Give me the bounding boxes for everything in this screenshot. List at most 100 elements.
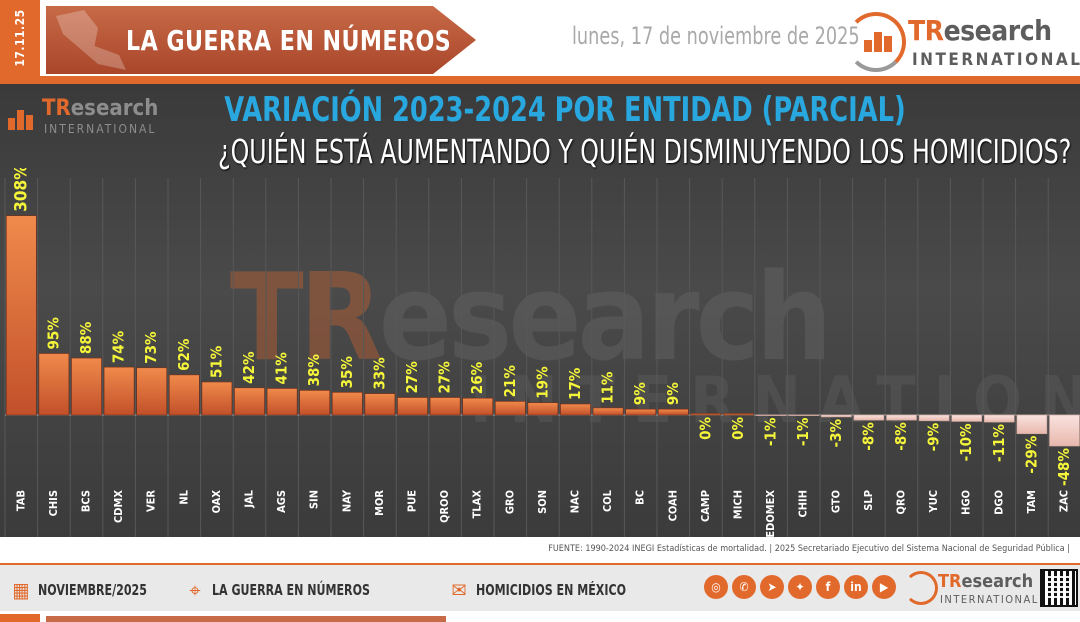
bar-nac xyxy=(560,403,591,416)
value-label: -8% xyxy=(859,422,877,451)
twitter-icon[interactable]: ✦ xyxy=(788,575,812,599)
bar-chis xyxy=(38,353,70,416)
category-label: SON xyxy=(536,490,549,514)
brand-subtitle: INTERNATIONAL xyxy=(912,50,1080,70)
category-label: AGS xyxy=(275,490,288,513)
source-bar: FUENTE: 1990-2024 INEGI Estadísticas de … xyxy=(0,537,1080,563)
bar-qroo xyxy=(429,397,461,416)
bar-tlax xyxy=(462,397,494,416)
category-label: PUE xyxy=(406,490,419,512)
bar-bcs xyxy=(71,357,102,416)
category-label: QRO xyxy=(895,490,908,514)
brand-subtitle: INTERNATIONAL xyxy=(44,122,157,136)
bar-son xyxy=(527,402,559,416)
bar-jal xyxy=(234,387,265,416)
value-label: 35% xyxy=(338,356,356,389)
value-label: 21% xyxy=(501,365,519,398)
category-label: DGO xyxy=(992,490,1005,515)
value-label: 27% xyxy=(436,361,454,394)
category-label: NL xyxy=(177,489,190,504)
mexico-map-icon xyxy=(56,10,126,70)
category-label: BCS xyxy=(80,490,93,512)
category-label: TAM xyxy=(1025,490,1038,513)
page-footer: ▦ NOVIEMBRE/2025 ⌖ LA GUERRA EN NÚMEROS … xyxy=(0,563,1080,611)
value-label: 11% xyxy=(599,371,617,404)
date-tag: 17.11.25 xyxy=(0,0,40,76)
brand-logo-icon xyxy=(846,12,906,72)
category-label: MICH xyxy=(732,490,745,519)
bar-ags xyxy=(266,388,298,416)
brand-subtitle: INTERNATIONAL xyxy=(940,593,1039,606)
category-label: MOR xyxy=(373,490,386,516)
bar-bc xyxy=(625,408,657,416)
category-label: GTO xyxy=(829,490,842,513)
bar-cdmx xyxy=(103,366,135,416)
chart-category-labels: TAB CHIS BCS CDMX VER NL OAX JAL AGS SIN NAY MOR PUE… xyxy=(14,489,1070,537)
category-label: YUC xyxy=(927,490,940,513)
bar-nay xyxy=(331,392,363,416)
section-banner: LA GUERRA EN NÚMEROS xyxy=(46,6,476,74)
value-label: 51% xyxy=(207,345,225,378)
bar-zac xyxy=(1049,414,1080,447)
brand-name: TResearch xyxy=(938,571,1034,592)
value-label: 27% xyxy=(403,361,421,394)
value-label: 19% xyxy=(533,366,551,399)
value-label: 62% xyxy=(175,338,193,371)
footer-label: LA GUERRA EN NÚMEROS xyxy=(212,581,370,599)
bar-mich xyxy=(723,413,754,416)
bar-edomex xyxy=(755,414,787,416)
category-label: TLAX xyxy=(471,490,484,519)
section-title: LA GUERRA EN NÚMEROS xyxy=(126,24,452,57)
watermark-logo: TResearch xyxy=(230,249,833,388)
value-label: -9% xyxy=(925,422,943,451)
value-label: -1% xyxy=(762,417,780,446)
category-label: GRO xyxy=(503,490,516,514)
facebook-icon[interactable]: f xyxy=(816,575,840,599)
footer-label: NOVIEMBRE/2025 xyxy=(38,581,147,599)
category-label: COL xyxy=(601,489,614,512)
value-label: 73% xyxy=(142,331,160,364)
next-page-preview xyxy=(0,611,1080,622)
category-label: OAX xyxy=(210,490,223,514)
bar-col xyxy=(592,407,624,416)
phone-icon[interactable]: ✆ xyxy=(732,575,756,599)
footer-item-topic[interactable]: ✉ HOMICIDIOS EN MÉXICO xyxy=(446,577,666,602)
bar-dgo xyxy=(983,414,1015,423)
footer-item-section[interactable]: ⌖ LA GUERRA EN NÚMEROS xyxy=(182,577,402,602)
bar-oax xyxy=(201,381,233,416)
brand-logo-icon xyxy=(4,100,40,130)
bar-chih xyxy=(788,414,820,416)
category-label: CHIH xyxy=(797,490,810,518)
panel-brand-logo: TResearch INTERNATIONAL xyxy=(4,96,158,140)
category-label: QROO xyxy=(438,490,451,523)
bar-coah xyxy=(657,408,689,416)
chart-subtitle: ¿QUIÉN ESTÁ AUMENTANDO Y QUIÉN DISMINUYE… xyxy=(218,132,1072,171)
chart-bars xyxy=(6,215,1080,447)
category-label: VER xyxy=(145,490,158,512)
value-label: 95% xyxy=(44,317,62,350)
youtube-icon[interactable]: ▶ xyxy=(872,575,896,599)
bar-tab xyxy=(6,215,37,416)
category-label: SLP xyxy=(862,490,875,511)
globe-icon[interactable]: ◎ xyxy=(704,575,728,599)
footer-item-date[interactable]: ▦ NOVIEMBRE/2025 xyxy=(8,577,178,602)
linkedin-icon[interactable]: in xyxy=(844,575,868,599)
bar-chart: 308% 95% 88% 74% 73% 62% 51% 42% 41% 38% 35% 33% 27%… xyxy=(4,168,1080,537)
page-header: 17.11.25 LA GUERRA EN NÚMEROS lunes, 17 … xyxy=(0,0,1080,84)
bar-yuc xyxy=(918,414,950,422)
telegram-icon[interactable]: ➤ xyxy=(760,575,784,599)
category-label: HGO xyxy=(960,490,973,515)
category-label: COAH xyxy=(666,490,679,521)
value-label: 0% xyxy=(696,417,714,440)
value-label: -1% xyxy=(794,417,812,446)
value-label: -8% xyxy=(892,422,910,451)
qr-code[interactable] xyxy=(1040,569,1078,607)
value-label: 42% xyxy=(240,351,258,384)
bar-pue xyxy=(397,397,428,416)
value-label: 0% xyxy=(729,417,747,440)
category-label: BC xyxy=(634,490,647,505)
value-label: 33% xyxy=(370,357,388,390)
source-citation: FUENTE: 1990-2024 INEGI Estadísticas de … xyxy=(548,544,1070,554)
category-label: SIN xyxy=(308,490,321,509)
chart-panel: TResearch INTERNATIONAL TResearch INTERN… xyxy=(0,84,1080,537)
